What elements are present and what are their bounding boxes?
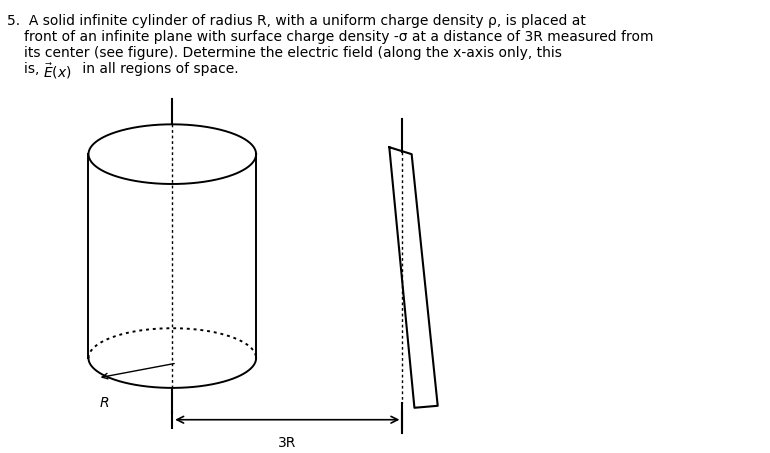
- Text: R: R: [99, 396, 109, 410]
- Text: is,: is,: [24, 62, 44, 76]
- Text: front of an infinite plane with surface charge density -σ at a distance of 3R me: front of an infinite plane with surface …: [24, 30, 654, 44]
- Text: 3R: 3R: [278, 436, 296, 450]
- Text: its center (see figure). Determine the electric field (along the x-axis only, th: its center (see figure). Determine the e…: [24, 46, 562, 60]
- Text: $\vec{E}(x)$: $\vec{E}(x)$: [43, 62, 72, 81]
- Text: 5.  A solid infinite cylinder of radius R, with a uniform charge density ρ, is p: 5. A solid infinite cylinder of radius R…: [8, 14, 586, 28]
- Text: in all regions of space.: in all regions of space.: [79, 62, 239, 76]
